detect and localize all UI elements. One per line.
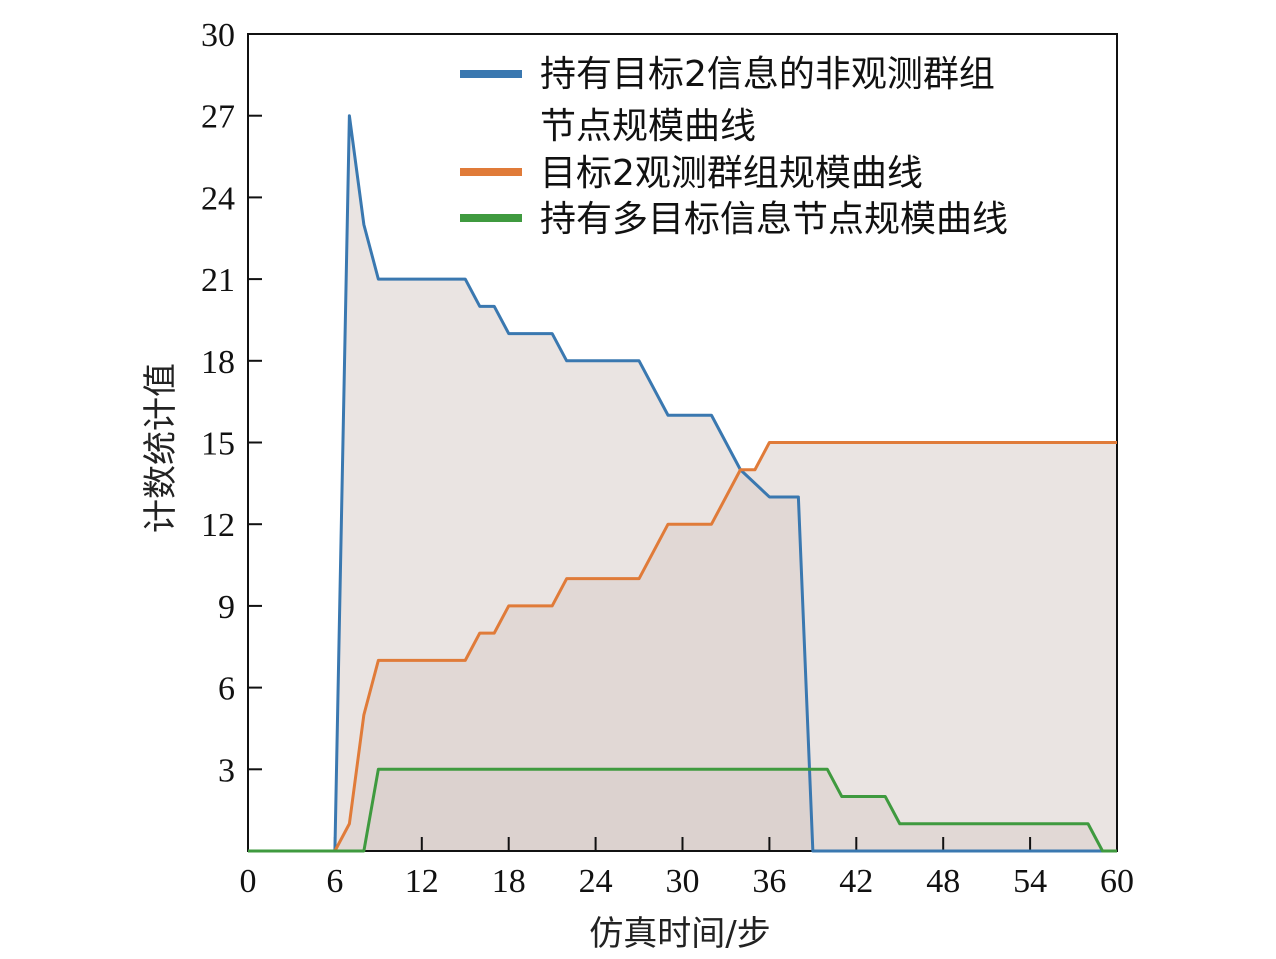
- area-fill-series-2: [248, 442, 1117, 851]
- series-line-3: [248, 767, 1117, 853]
- x-tick-label: 18: [492, 863, 526, 900]
- area-fills: [248, 115, 1117, 851]
- y-tick-label: 27: [201, 99, 235, 136]
- legend: 持有目标2信息的非观测群组节点规模曲线目标2观测群组规模曲线持有多目标信息节点规…: [460, 54, 1008, 240]
- legend-label-1: 持有目标2信息的非观测群组节点规模曲线: [540, 54, 995, 147]
- x-tick-label: 12: [405, 863, 439, 900]
- legend-label-2: 目标2观测群组规模曲线: [540, 153, 923, 194]
- series-line-2: [248, 441, 1117, 853]
- y-tick-label: 3: [218, 752, 235, 789]
- y-tick-label: 6: [218, 671, 235, 708]
- y-tick-label: 24: [201, 180, 235, 217]
- x-tick-label: 42: [839, 863, 873, 900]
- x-tick-label: 48: [926, 863, 960, 900]
- y-tick-label: 9: [218, 589, 235, 626]
- y-tick-label: 30: [201, 17, 235, 54]
- y-tick-label: 12: [201, 507, 235, 544]
- x-tick-label: 6: [326, 863, 343, 900]
- series-lines: [248, 114, 1117, 853]
- x-tick-label: 36: [752, 863, 786, 900]
- x-tick-label: 24: [579, 863, 613, 900]
- y-tick-label: 18: [201, 344, 235, 381]
- x-tick-label: 54: [1013, 863, 1047, 900]
- series-line-1: [248, 114, 1117, 853]
- y-tick-label: 15: [201, 426, 235, 463]
- x-axis-title: 仿真时间/步: [589, 914, 770, 954]
- y-axis-title: 计数统计值: [141, 363, 181, 533]
- x-tick-label: 0: [240, 863, 257, 900]
- y-tick-label: 21: [201, 262, 235, 299]
- area-fill-series-3: [248, 769, 1117, 851]
- x-tick-label: 60: [1100, 863, 1134, 900]
- x-tick-label: 30: [666, 863, 700, 900]
- legend-label-3: 持有多目标信息节点规模曲线: [540, 199, 1008, 240]
